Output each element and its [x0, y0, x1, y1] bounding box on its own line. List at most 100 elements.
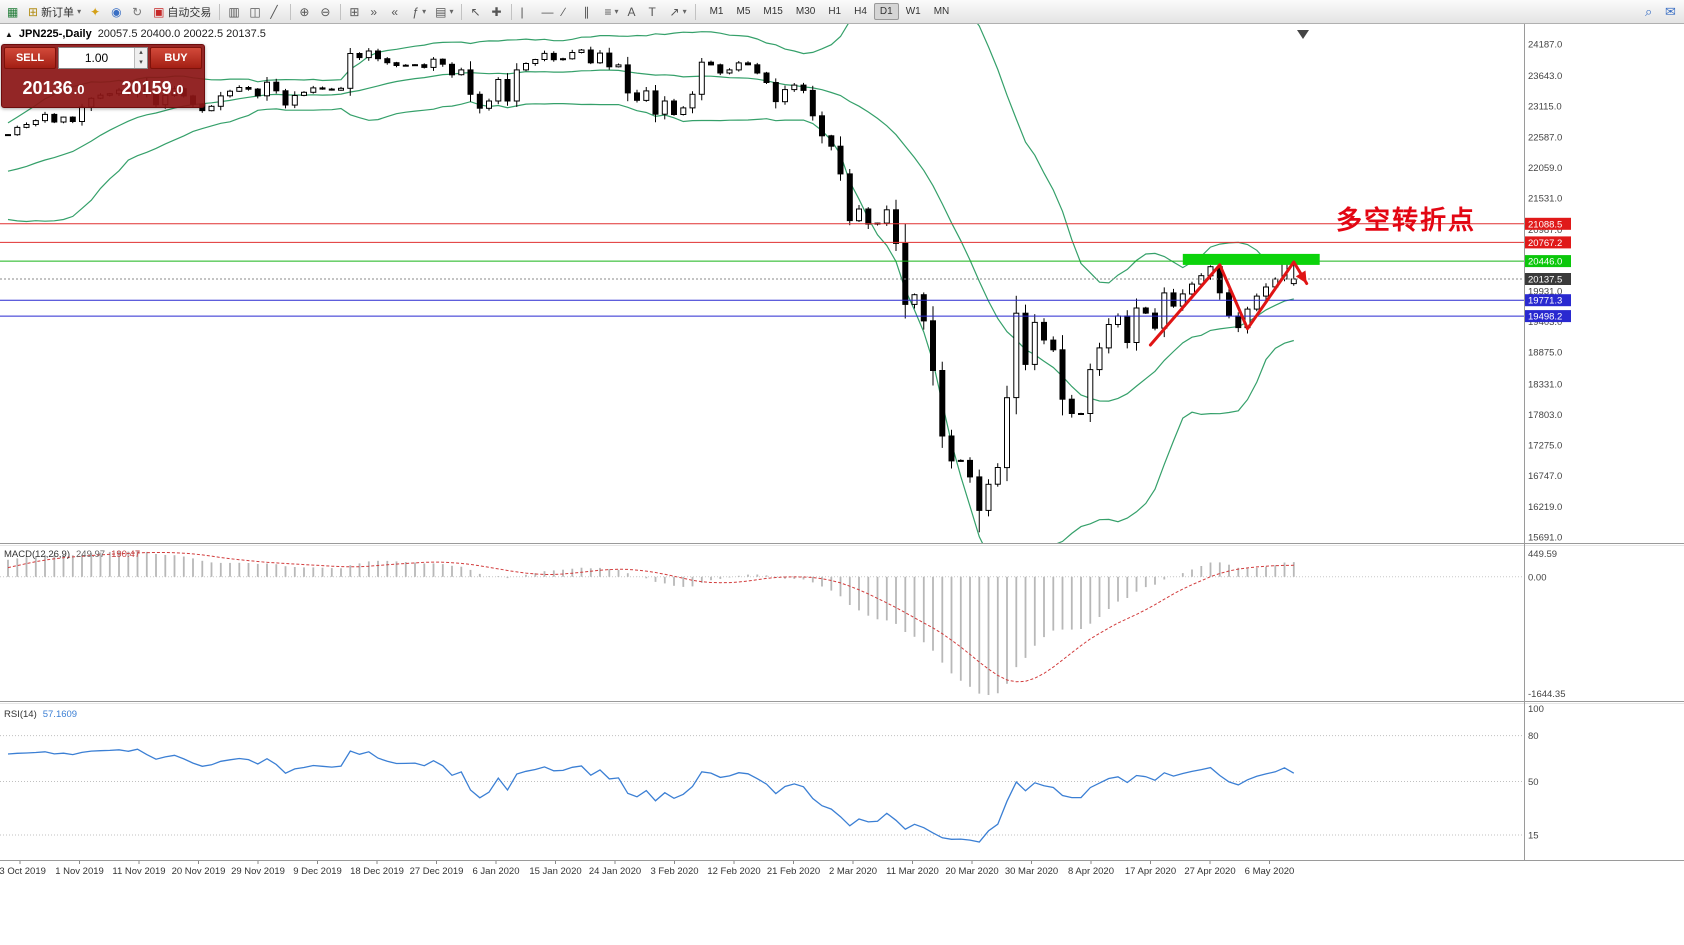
auto-trading-button[interactable]: ▣ 自动交易 — [149, 2, 215, 22]
auto-scroll-button[interactable]: » — [366, 2, 386, 22]
candle-body — [828, 135, 835, 147]
resistance-zone-highlight[interactable] — [1182, 253, 1320, 265]
timeframe-m1-button[interactable]: M1 — [704, 3, 730, 20]
candle-body — [957, 459, 964, 462]
timeframe-w1-button[interactable]: W1 — [900, 3, 927, 20]
price-tick-label: 24187.0 — [1528, 40, 1562, 51]
new-order-button[interactable]: ⊞ 新订单 ▾ — [24, 2, 85, 22]
timeframe-m30-button[interactable]: M30 — [790, 3, 821, 20]
dropdown-caret-icon: ▾ — [449, 7, 454, 16]
text-label-icon: T — [648, 4, 656, 19]
indicators-button[interactable]: ƒ ▾ — [408, 2, 430, 22]
horizontal-line-button[interactable]: — — [537, 2, 557, 22]
candle-body — [569, 52, 576, 60]
price-tick-label: 19931.0 — [1528, 286, 1562, 297]
refresh-button[interactable]: ↻ — [128, 2, 148, 22]
profile-button[interactable]: ◉ — [107, 2, 127, 22]
sell-price[interactable]: 20136 .0 — [4, 78, 103, 99]
timeframe-mn-button[interactable]: MN — [928, 3, 956, 20]
rsi-indicator-label: RSI(14) 57.1609 — [4, 709, 77, 720]
timeframe-h4-button[interactable]: H4 — [848, 3, 873, 20]
candle-body — [264, 81, 270, 97]
price-tick-label: 23643.0 — [1528, 71, 1562, 82]
trend-arrow-head[interactable] — [1295, 270, 1307, 284]
fibonacci-button[interactable]: ≡ ▾ — [600, 2, 622, 22]
buy-button[interactable]: BUY — [150, 47, 202, 69]
sell-price-frac: .0 — [73, 81, 85, 97]
line-chart-type-button[interactable]: ╱ — [266, 2, 286, 22]
candlestick-chart-type-icon: ◫ — [249, 4, 261, 19]
crosshair-button[interactable]: ✚ — [487, 2, 507, 22]
rsi-label: RSI(14) — [4, 709, 37, 720]
candle-body — [680, 107, 687, 116]
candle-body — [893, 209, 899, 244]
zoom-in-button[interactable]: ⊕ — [295, 2, 315, 22]
candle-body — [856, 208, 862, 222]
promotion-button[interactable]: ✦ — [86, 2, 106, 22]
volume-decrease-icon[interactable]: ▾ — [135, 58, 147, 68]
vertical-line-button[interactable]: | — [516, 2, 536, 22]
candle-body — [1263, 286, 1269, 297]
community-chat-button[interactable]: ✉ — [1661, 2, 1681, 22]
volume-field[interactable]: 1.00 ▴ ▾ — [58, 47, 148, 69]
cursor-icon: ↖ — [470, 4, 481, 19]
candlestick-chart-type-button[interactable]: ◫ — [245, 2, 265, 22]
trend-reversal-arrow[interactable] — [1148, 260, 1309, 347]
volume-value[interactable]: 1.00 — [84, 51, 109, 65]
date-label: 11 Mar 2020 — [886, 866, 939, 877]
toolbar-separator — [461, 3, 463, 20]
text-button[interactable]: A — [624, 2, 644, 22]
sell-button[interactable]: SELL — [4, 47, 56, 69]
reversal-point-annotation[interactable]: 多空转折点 — [1336, 205, 1477, 235]
candle-body — [393, 62, 400, 67]
text-label-button[interactable]: T — [645, 2, 665, 22]
date-label: 17 Apr 2020 — [1125, 866, 1176, 877]
date-label: 29 Nov 2019 — [231, 866, 285, 877]
candle-body — [1059, 349, 1066, 400]
candle-body — [365, 50, 372, 59]
candle-body — [23, 124, 30, 128]
resistance-line-1-label-bg — [1525, 217, 1571, 230]
search-button[interactable]: ⌕ — [1641, 2, 1661, 22]
equidistant-channel-icon: ∥ — [583, 4, 590, 19]
current-price-line-label: 20137.5 — [1528, 274, 1562, 285]
candle-body — [1105, 324, 1112, 349]
date-label: 6 Jan 2020 — [472, 866, 519, 877]
timeframe-h1-button[interactable]: H1 — [822, 3, 847, 20]
zoom-out-button[interactable]: ⊖ — [316, 2, 336, 22]
date-label: 6 May 2020 — [1245, 866, 1295, 877]
tile-windows-button[interactable]: ⊞ — [345, 2, 365, 22]
candle-body — [375, 50, 381, 60]
cursor-button[interactable]: ↖ — [466, 2, 486, 22]
new-chart-button[interactable]: ▦ — [3, 2, 23, 22]
promotion-icon: ✦ — [90, 4, 101, 19]
candle-body — [1189, 283, 1195, 295]
sell-price-main: 20136 — [22, 77, 73, 98]
timeframe-d1-button[interactable]: D1 — [873, 3, 899, 20]
arrows-button[interactable]: ↗ ▾ — [666, 2, 691, 22]
support-line-1-label: 19771.3 — [1528, 296, 1562, 307]
bar-chart-type-button[interactable]: ▥ — [224, 2, 244, 22]
support-line-2-label: 19498.2 — [1528, 312, 1562, 323]
price-chart-canvas[interactable]: 24187.0 23643.0 23115.0 22587.0 22059.0 21531… — [0, 24, 1684, 945]
timeframe-m15-button[interactable]: M15 — [757, 3, 788, 20]
toolbar: ▦ ⊞ 新订单 ▾ ✦ ◉ ↻ ▣ 自动交易 ▥ ◫ ╱ ⊕ ⊖ ⊞» «ƒ ▾ ▤ ▾ ↖ ✚ | — ∕ ∥ ≡ ▾ A T ↗ ▾ M1… — [0, 0, 1684, 24]
trendline-button[interactable]: ∕ — [558, 2, 578, 22]
search-icon: ⌕ — [1645, 4, 1653, 19]
new-chart-icon: ▦ — [7, 4, 19, 19]
buy-price-main: 20159 — [121, 77, 172, 98]
candle-body — [726, 69, 733, 74]
timeframe-m5-button[interactable]: M5 — [731, 3, 757, 20]
support-line-2-label-bg — [1525, 310, 1571, 323]
chart-shift-marker[interactable] — [1297, 30, 1309, 39]
rsi-line — [7, 748, 1295, 843]
templates-button[interactable]: ▤ ▾ — [431, 2, 457, 22]
rsi-scale-label: 100 — [1528, 704, 1544, 715]
buy-price[interactable]: 20159 .0 — [103, 78, 202, 99]
volume-spinner[interactable]: ▴ ▾ — [134, 48, 147, 68]
equidistant-channel-button[interactable]: ∥ — [579, 2, 599, 22]
collapse-panel-icon[interactable]: ▲ — [5, 29, 13, 39]
volume-increase-icon[interactable]: ▴ — [135, 48, 147, 58]
chart-shift-button[interactable]: « — [387, 2, 407, 22]
candle-body — [328, 88, 335, 91]
